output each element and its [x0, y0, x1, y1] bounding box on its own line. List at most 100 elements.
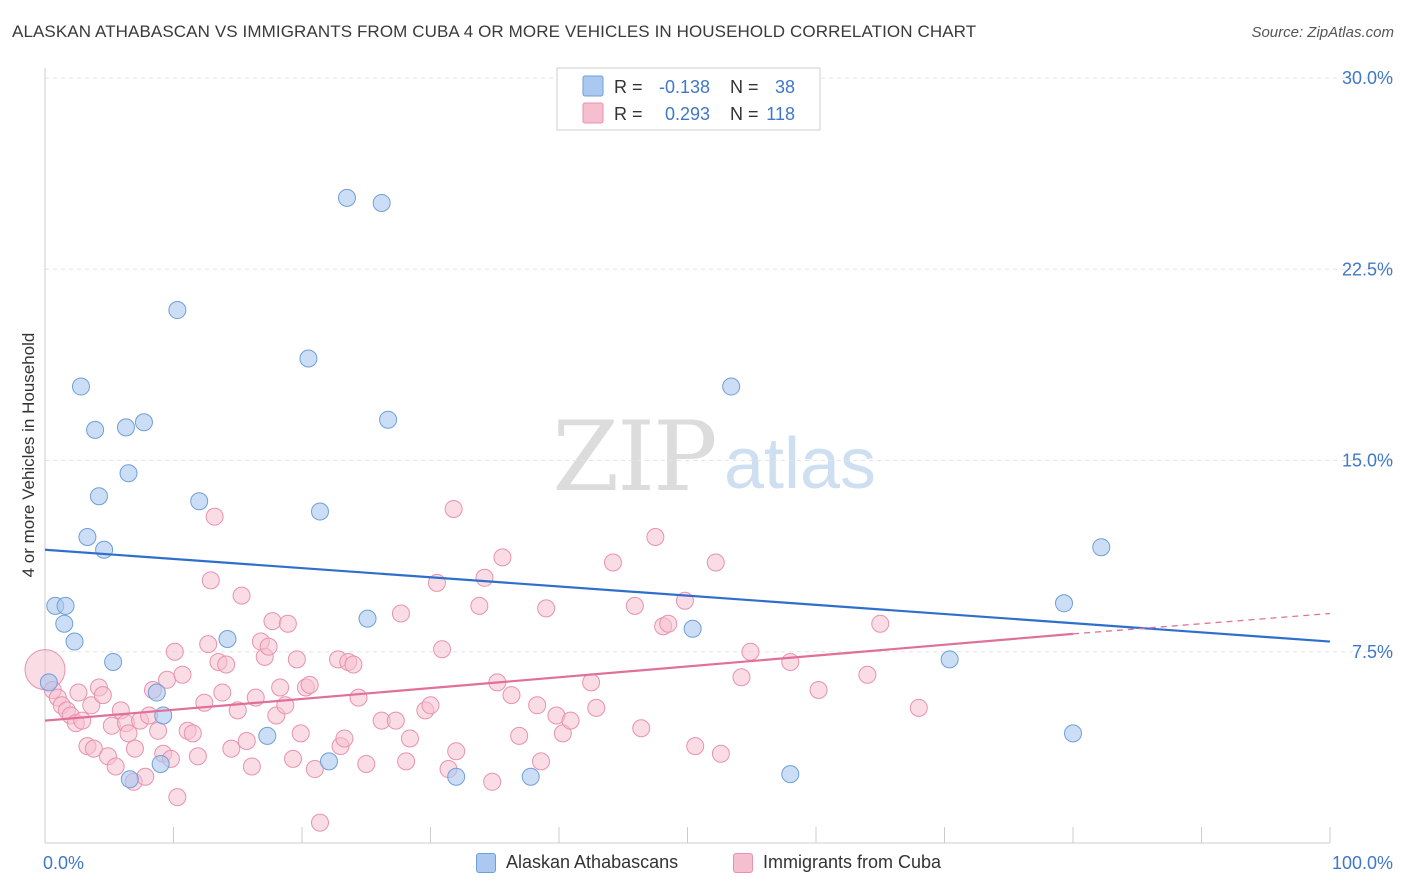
athabascan-point: [258, 726, 277, 745]
legend-label-cuba: Immigrants from Cuba: [763, 852, 942, 872]
legend-n-label-pink: N =: [730, 104, 759, 124]
legend-label-athabascans: Alaskan Athabascans: [506, 852, 679, 872]
correlation-legend: R = -0.138 N = 38 R = 0.293 N = 118: [556, 67, 821, 131]
cuba-point: [582, 673, 601, 692]
cuba-point: [284, 749, 303, 768]
cuba-point: [259, 637, 278, 656]
athabascan-point: [89, 487, 108, 506]
cuba-point: [73, 711, 92, 730]
legend-swatch-cuba: [733, 852, 753, 873]
cuba-point: [291, 724, 310, 743]
cuba-point: [287, 650, 306, 669]
cuba-point: [232, 586, 251, 605]
cuba-point: [561, 711, 580, 730]
athabascan-trendline: [44, 548, 1331, 643]
cuba-point: [165, 642, 184, 661]
athabascan-point: [134, 413, 153, 432]
athabascan-point: [78, 528, 97, 546]
cuba-point: [732, 668, 751, 687]
cuba-point: [173, 665, 192, 684]
cuba-point: [106, 757, 125, 776]
cuba-point: [646, 528, 665, 546]
athabascan-point: [379, 410, 398, 429]
cuba-point: [632, 719, 651, 738]
cuba-point: [69, 683, 88, 702]
cuba-point: [125, 739, 144, 758]
cuba-point: [871, 614, 890, 633]
cuba-point: [305, 760, 324, 779]
cuba-point: [263, 612, 282, 631]
athabascan-point: [940, 650, 959, 669]
cuba-point: [119, 724, 138, 743]
legend-item-cuba: Immigrants from Cuba: [733, 852, 941, 873]
cuba-point: [84, 739, 103, 758]
athabascan-point: [95, 540, 114, 559]
athabascan-point: [218, 630, 237, 648]
legend-swatch-blue: [582, 75, 604, 97]
cuba-point: [344, 655, 363, 674]
cuba-point: [237, 732, 256, 750]
athabascan-point: [299, 349, 318, 368]
x-tick-label-min: 0.0%: [43, 853, 84, 873]
athabascan-point: [781, 765, 800, 784]
cuba-point: [188, 747, 207, 766]
source-credit: Source: ZipAtlas.com: [1251, 24, 1394, 41]
cuba-point: [136, 767, 155, 786]
cuba-point: [470, 596, 489, 615]
cuba-point: [444, 499, 463, 518]
athabascan-point: [151, 754, 170, 773]
cuba-point: [532, 752, 551, 771]
cuba-point: [421, 696, 440, 715]
athabascan-point: [120, 770, 139, 789]
legend-swatch-athabascans: [476, 852, 496, 873]
cuba-point: [217, 655, 236, 674]
cuba-point: [781, 652, 800, 671]
cuba-point: [686, 737, 705, 756]
athabascan-point: [372, 193, 391, 212]
athabascan-point: [447, 767, 466, 786]
cuba-point: [168, 788, 187, 807]
watermark-zip: ZIP: [552, 401, 715, 513]
watermark-atlas: atlas: [724, 424, 876, 504]
cuba-point: [213, 683, 232, 702]
athabascan-point: [1064, 724, 1082, 743]
athabascan-point: [104, 652, 123, 671]
cuba-point: [909, 698, 928, 717]
cuba-point: [349, 688, 368, 707]
cuba-point: [433, 640, 452, 659]
cuba-point: [741, 642, 760, 661]
cuba-point: [475, 568, 494, 587]
axes: [44, 68, 1331, 844]
legend-n-label-blue: N =: [730, 77, 759, 97]
cuba-point: [483, 772, 502, 791]
y-tick-label: 30.0%: [1342, 68, 1393, 88]
athabascan-point: [71, 377, 90, 396]
cuba-point: [222, 739, 241, 758]
athabascan-point: [310, 502, 329, 521]
cuba-point: [93, 686, 112, 705]
legend-r-label-blue: R =: [614, 77, 643, 97]
legend-swatch-pink: [582, 102, 604, 124]
cuba-point: [711, 744, 730, 763]
cuba-point: [335, 729, 354, 748]
cuba-point: [502, 686, 521, 705]
watermark: ZIP atlas: [552, 401, 876, 513]
tick-labels: 7.5% 15.0% 22.5% 30.0% 0.0% 100.0%: [43, 68, 1393, 873]
athabascan-point: [116, 418, 135, 437]
x-tick-label-max: 100.0%: [1332, 853, 1393, 873]
cuba-point: [149, 721, 168, 740]
cuba-trendline-extension: [1072, 612, 1331, 635]
y-axis-label: 4 or more Vehicles in Household: [19, 333, 38, 578]
cuba-point: [391, 604, 410, 623]
athabascan-point: [358, 609, 377, 628]
cuba-point: [400, 729, 419, 748]
y-tick-label: 22.5%: [1342, 259, 1393, 279]
cuba-point: [228, 701, 247, 720]
athabascan-point: [1055, 594, 1074, 613]
cuba-point: [397, 752, 416, 771]
cuba-point: [242, 757, 261, 776]
cuba-point: [386, 711, 405, 730]
cuba-point: [528, 696, 547, 715]
cuba-point: [357, 754, 376, 773]
athabascan-point: [683, 619, 702, 638]
